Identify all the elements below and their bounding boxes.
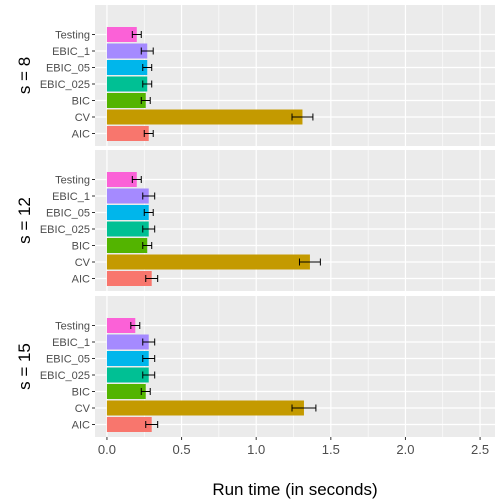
y-tick-label: EBIC_05 bbox=[46, 63, 90, 75]
y-tick-label: EBIC_025 bbox=[40, 224, 90, 236]
bar-testing bbox=[106, 318, 136, 333]
y-tick-label: EBIC_1 bbox=[52, 337, 90, 349]
bar-ebic-1 bbox=[106, 334, 149, 350]
error-bar bbox=[130, 322, 141, 329]
facet-panel: AIC CV BIC EBIC_025 EBIC_05 EBIC_1 Testing s = … bbox=[15, 150, 495, 291]
panel-background bbox=[95, 150, 495, 291]
bar-bic bbox=[106, 93, 146, 108]
y-tick-label: AIC bbox=[72, 274, 90, 286]
error-bar bbox=[142, 371, 156, 379]
bar-cv bbox=[106, 400, 304, 416]
facet-label: s = 8 bbox=[15, 57, 34, 94]
error-bar bbox=[131, 31, 142, 38]
y-tick-label: EBIC_1 bbox=[52, 46, 90, 58]
y-tick-label: BIC bbox=[72, 387, 90, 399]
x-tick-label: 0.5 bbox=[173, 442, 191, 457]
bar-ebic-05 bbox=[106, 205, 149, 220]
error-bar bbox=[145, 275, 159, 282]
y-tick-label: AIC bbox=[72, 420, 90, 432]
x-axis: 0.0 0.5 1.0 1.5 2.0 2.5 bbox=[98, 437, 489, 457]
error-bar bbox=[142, 338, 156, 346]
error-bar bbox=[142, 80, 153, 88]
x-tick-label: 1.5 bbox=[322, 442, 340, 457]
bar-ebic-025 bbox=[106, 76, 148, 92]
x-tick-label: 2.5 bbox=[471, 442, 489, 457]
error-bar bbox=[143, 209, 154, 216]
y-tick-label: EBIC_05 bbox=[46, 208, 90, 220]
x-tick-label: 2.0 bbox=[396, 442, 414, 457]
y-tick-label: Testing bbox=[55, 175, 90, 187]
y-tick-label: Testing bbox=[55, 321, 90, 333]
y-tick-label: EBIC_025 bbox=[40, 370, 90, 382]
y-tick-label: AIC bbox=[72, 129, 90, 141]
bar-ebic-025 bbox=[106, 221, 149, 237]
error-bar bbox=[142, 355, 156, 362]
error-bar bbox=[140, 47, 154, 55]
y-tick-label: Testing bbox=[55, 30, 90, 42]
error-bar bbox=[131, 176, 142, 183]
error-bar bbox=[291, 404, 317, 412]
y-tick-label: BIC bbox=[72, 241, 90, 253]
facet-panel: AIC CV BIC EBIC_025 EBIC_05 EBIC_1 Testing s = … bbox=[15, 5, 495, 146]
x-axis-title: Run time (in seconds) bbox=[212, 480, 377, 499]
bar-bic bbox=[106, 238, 148, 253]
bar-ebic-1 bbox=[106, 43, 148, 59]
y-tick-label: CV bbox=[75, 403, 91, 415]
bar-ebic-025 bbox=[106, 367, 149, 383]
y-tick-label: BIC bbox=[72, 96, 90, 108]
facet-label: s = 12 bbox=[15, 197, 34, 244]
panel-background bbox=[95, 5, 495, 146]
error-bar bbox=[142, 192, 156, 200]
facet-panels: AIC CV BIC EBIC_025 EBIC_05 EBIC_1 Testing s = … bbox=[15, 5, 495, 437]
bar-cv bbox=[106, 109, 303, 125]
bar-aic bbox=[106, 126, 149, 141]
error-bar bbox=[291, 113, 314, 121]
x-tick-label: 0.0 bbox=[98, 442, 116, 457]
error-bar bbox=[140, 97, 151, 104]
error-bar bbox=[142, 225, 156, 233]
error-bar bbox=[143, 130, 154, 137]
error-bar bbox=[142, 64, 153, 71]
bar-aic bbox=[106, 271, 152, 286]
bar-ebic-05 bbox=[106, 60, 148, 75]
y-tick-label: EBIC_1 bbox=[52, 191, 90, 203]
y-tick-label: CV bbox=[75, 112, 91, 124]
bar-cv bbox=[106, 254, 310, 270]
panel-background bbox=[95, 296, 495, 437]
bar-testing bbox=[106, 27, 137, 42]
facet-label: s = 15 bbox=[15, 343, 34, 390]
bar-testing bbox=[106, 172, 137, 187]
x-tick-label: 1.0 bbox=[247, 442, 265, 457]
y-tick-label: EBIC_025 bbox=[40, 79, 90, 91]
error-bar bbox=[298, 258, 321, 266]
bar-ebic-05 bbox=[106, 351, 149, 366]
bar-aic bbox=[106, 417, 152, 432]
error-bar bbox=[140, 388, 151, 395]
error-bar bbox=[145, 421, 159, 428]
y-tick-label: EBIC_05 bbox=[46, 354, 90, 366]
y-tick-label: CV bbox=[75, 257, 91, 269]
facet-panel: AIC CV BIC EBIC_025 EBIC_05 EBIC_1 Testing s = … bbox=[15, 296, 495, 437]
error-bar bbox=[142, 242, 153, 249]
bar-bic bbox=[106, 384, 146, 399]
bar-ebic-1 bbox=[106, 188, 149, 204]
